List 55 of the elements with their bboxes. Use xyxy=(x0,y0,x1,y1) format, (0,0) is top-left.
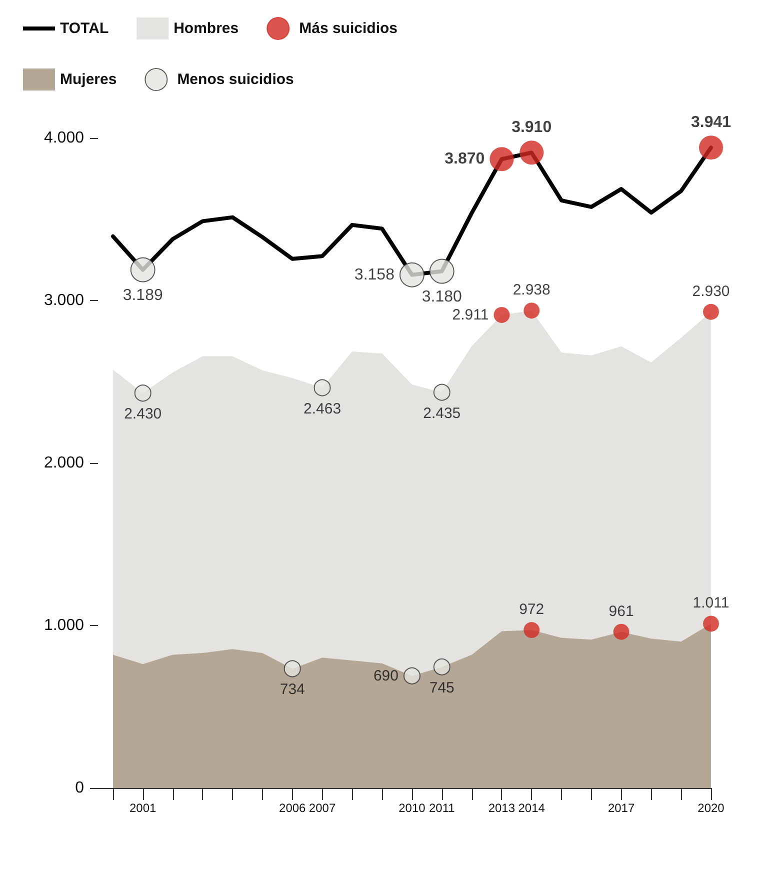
point xyxy=(314,379,331,396)
point xyxy=(524,302,540,319)
data-label: 745 xyxy=(429,679,454,696)
y-tick-label: 4.000 xyxy=(44,130,84,146)
data-label: 2.435 xyxy=(423,404,461,422)
y-tick-label: 1.000 xyxy=(44,617,84,634)
data-label: 3.189 xyxy=(122,286,163,304)
data-label: 2.938 xyxy=(512,282,550,299)
data-label: 734 xyxy=(280,681,305,698)
legend-label: TOTAL xyxy=(60,20,109,37)
point xyxy=(520,140,544,165)
data-label: 3.941 xyxy=(690,114,732,132)
data-label: 961 xyxy=(608,602,634,620)
data-label: 2.911 xyxy=(452,306,489,324)
point xyxy=(490,147,514,172)
x-tick-label: 2014 xyxy=(518,801,546,815)
point xyxy=(494,306,510,323)
point xyxy=(429,258,454,284)
data-label: 3.870 xyxy=(444,150,485,168)
x-tick-label: 2001 xyxy=(130,801,157,815)
point xyxy=(284,660,301,678)
point xyxy=(130,257,156,282)
legend-label: Mujeres xyxy=(60,71,117,88)
point xyxy=(524,622,540,638)
x-tick-label: 2017 xyxy=(608,801,635,815)
legend-label: Menos suicidios xyxy=(177,71,294,88)
point xyxy=(703,304,719,320)
data-label: 1.011 xyxy=(692,594,730,612)
point xyxy=(400,262,424,288)
legend-label: Hombres xyxy=(174,20,239,37)
point xyxy=(403,667,420,684)
point xyxy=(433,658,450,676)
point xyxy=(699,136,723,160)
data-label: 3.910 xyxy=(512,119,552,136)
y-tick-label: 3.000 xyxy=(44,292,84,309)
data-label: 690 xyxy=(373,667,398,684)
x-tick-label: 2013 xyxy=(488,801,516,815)
data-label: 2.463 xyxy=(303,400,342,418)
x-tick-label: 2010 xyxy=(398,801,426,815)
point xyxy=(613,624,630,640)
point xyxy=(134,384,152,402)
y-tick-label: 2.000 xyxy=(44,454,84,472)
x-tick-label: 2020 xyxy=(698,801,725,815)
point xyxy=(703,616,719,632)
data-label: 972 xyxy=(519,601,544,618)
x-tick-label: 2011 xyxy=(428,801,456,815)
data-label: 3.180 xyxy=(422,288,462,306)
point xyxy=(433,384,450,401)
x-tick-label: 2007 xyxy=(308,801,336,815)
y-tick-label: 0 xyxy=(75,780,84,796)
data-label: 3.158 xyxy=(354,266,395,284)
legend-label: Más suicidios xyxy=(299,20,398,37)
x-tick-label: 2006 xyxy=(279,801,306,815)
data-label: 2.430 xyxy=(124,406,162,423)
data-label: 2.930 xyxy=(692,282,730,300)
